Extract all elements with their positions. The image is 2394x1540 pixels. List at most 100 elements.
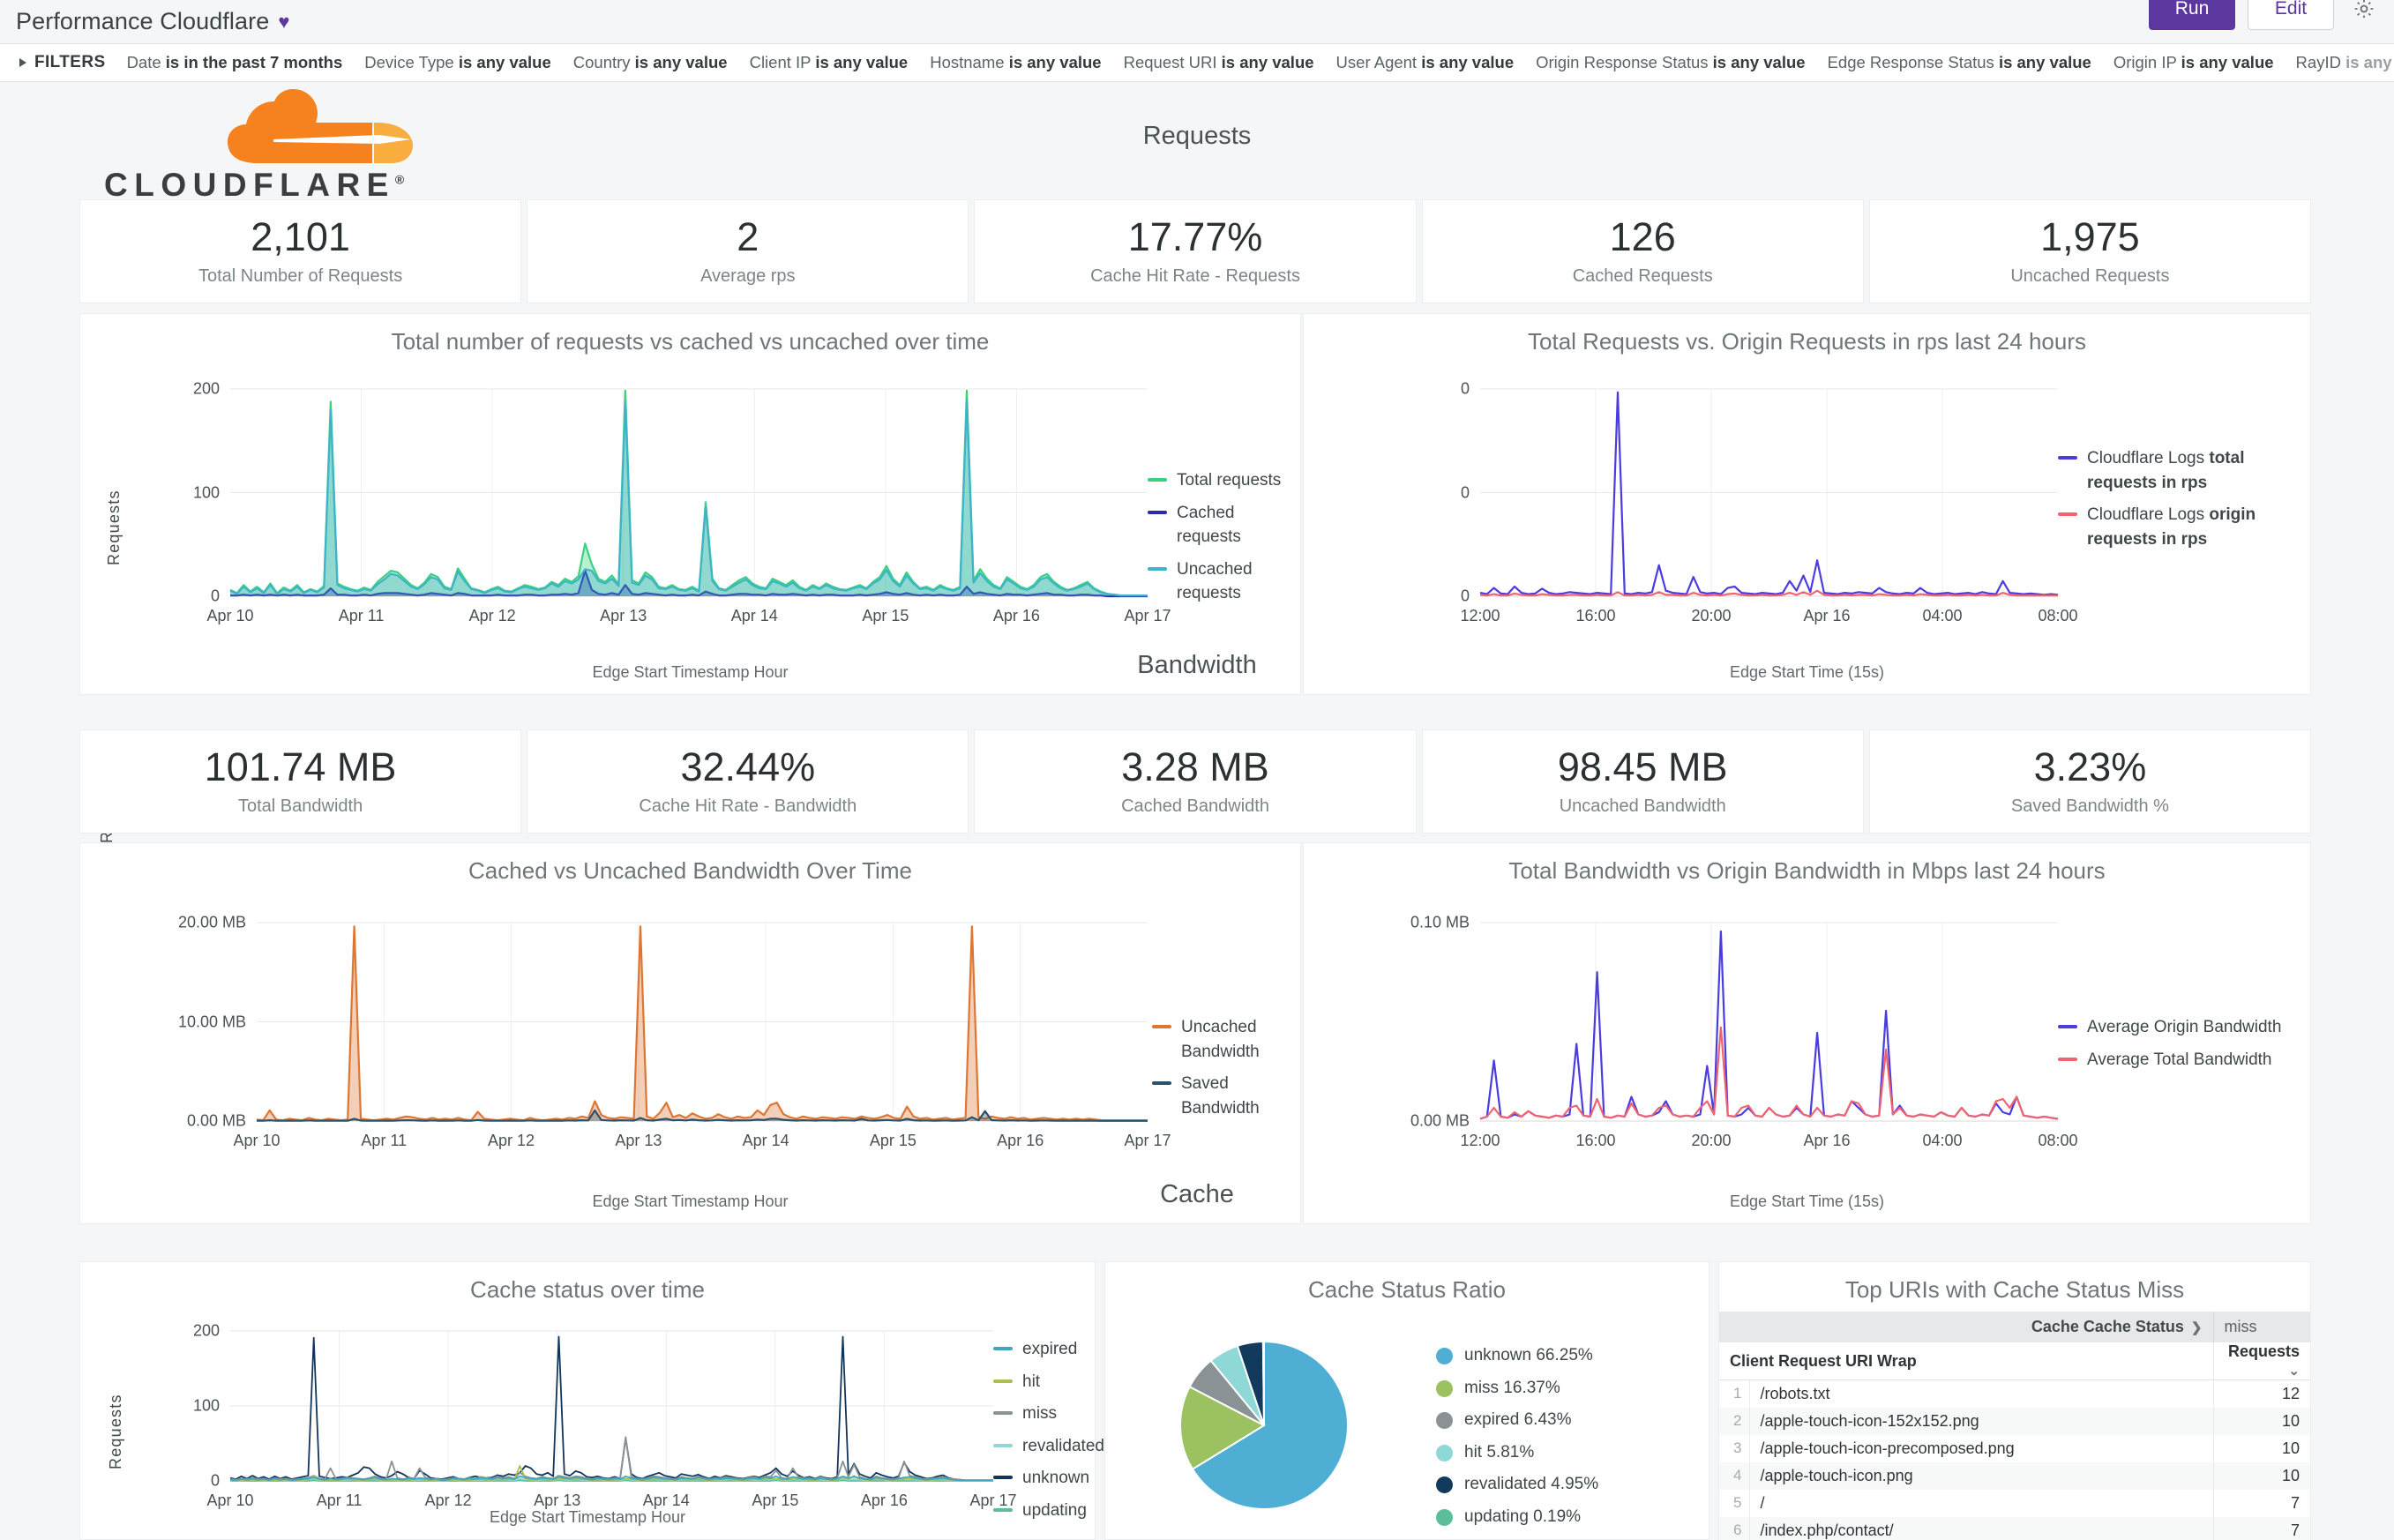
x-axis-tick: 20:00 [1691,1132,1732,1149]
table-row[interactable]: 5 / 7 [1719,1489,2310,1517]
legend-item[interactable]: revalidated 4.95% [1436,1472,1598,1497]
legend-item[interactable]: Uncached Bandwidth [1152,1015,1300,1064]
legend-item[interactable]: hit [993,1370,1104,1394]
kpi-label: Uncached Requests [2010,266,2170,287]
y-axis-tick: 0.10 MB [1410,913,1470,931]
table-row[interactable]: 1/robots.txt 12 [1719,1379,2310,1408]
column-header-requests[interactable]: Requests ⌄ [2213,1342,2310,1380]
column-header-uri[interactable]: Client Request URI Wrap [1719,1342,2214,1380]
cell-uri[interactable]: /index.php/contact/ [1760,1521,1894,1539]
pie-legend[interactable]: unknown 66.25% miss 16.37% expired 6.43% hi… [1436,1343,1598,1536]
legend-item[interactable]: updating [993,1499,1104,1523]
legend-item[interactable]: unknown [993,1466,1104,1491]
x-axis-tick: 08:00 [2038,607,2078,624]
legend-item[interactable]: Cloudflare Logs total requests in rps [2058,446,2294,495]
cell-uri[interactable]: / [1760,1493,1765,1512]
panel-top-uris: Top URIs with Cache Status Miss Cache Ca… [1718,1261,2311,1540]
legend-item[interactable]: Cached requests [1148,501,1300,549]
filter-rayid[interactable]: RayID is any valu… [2296,53,2394,72]
y-axis-tick: 200 [192,1321,220,1340]
filter-hostname[interactable]: Hostname is any value [930,53,1101,72]
filter-origin-response-status[interactable]: Origin Response Status is any value [1536,53,1805,72]
table-row[interactable]: 2/apple-touch-icon-152x152.png 10 [1719,1407,2310,1435]
y-axis-title: Requests [107,1394,124,1469]
row-number: 6 [1719,1516,1750,1540]
top-uris-table: Cache Cache Status ❯ miss Client Request … [1719,1312,2310,1540]
legend-label: updating 0.19% [1464,1506,1582,1526]
cell-uri[interactable]: /apple-touch-icon.png [1760,1466,1913,1484]
table-row[interactable]: 4/apple-touch-icon.png 10 [1719,1462,2310,1490]
filter-country[interactable]: Country is any value [573,53,728,72]
kpi-label: Total Number of Requests [198,266,403,287]
filter-field: Origin Response Status [1536,53,1709,71]
x-axis-tick: Apr 16 [1803,1132,1851,1149]
y-axis-tick: 0 [1460,379,1470,398]
x-axis-title: Edge Start Timestamp Hour [592,663,789,681]
legend-item[interactable]: Average Total Bandwidth [2058,1048,2281,1073]
kpi-label: Cached Requests [1572,266,1713,287]
run-button[interactable]: Run [2149,0,2235,30]
kpi-label: Cache Hit Rate - Requests [1090,266,1300,287]
legend-item[interactable]: miss 16.37% [1436,1376,1598,1401]
x-axis-tick: Apr 10 [206,607,254,624]
filter-date[interactable]: Date is in the past 7 months [127,53,343,72]
cell-uri[interactable]: /robots.txt [1760,1384,1830,1402]
legend-item[interactable]: expired 6.43% [1436,1408,1598,1432]
legend-label: expired 6.43% [1464,1410,1572,1430]
filter-user-agent[interactable]: User Agent is any value [1336,53,1515,72]
legend-swatch [993,1443,1013,1447]
table-row[interactable]: 6/index.php/contact/7 [1719,1516,2310,1540]
row-number: 2 [1719,1407,1750,1435]
filter-device-type[interactable]: Device Type is any value [364,53,551,72]
favorite-heart-icon[interactable]: ♥ [278,10,290,33]
legend-item[interactable]: hit 5.81% [1436,1440,1598,1465]
legend-label: unknown [1022,1469,1090,1488]
legend-item[interactable]: unknown 66.25% [1436,1343,1598,1368]
chart-title: Total Bandwidth vs Origin Bandwidth in M… [1508,857,2106,884]
legend-item[interactable]: Average Origin Bandwidth [2058,1015,2281,1040]
filter-edge-response-status[interactable]: Edge Response Status is any value [1828,53,2091,72]
kpi-total-bandwidth: 101.74 MB Total Bandwidth [79,729,522,834]
group-header-cell[interactable]: Cache Cache Status ❯ [1719,1312,2214,1342]
chevron-right-icon [19,58,26,67]
filters-toggle[interactable]: FILTERS [19,53,106,72]
chart-legend[interactable]: Total requests Cached requests Uncached re… [1148,468,1300,614]
chart-legend[interactable]: Cloudflare Logs total requests in rps Clo… [2058,446,2294,559]
cell-uri[interactable]: /apple-touch-icon-precomposed.png [1760,1439,2015,1457]
legend-item[interactable]: Total requests [1148,468,1300,493]
cell-uri[interactable]: /apple-touch-icon-152x152.png [1760,1411,1979,1430]
legend-item[interactable]: expired [993,1337,1104,1362]
legend-item[interactable]: miss [993,1402,1104,1426]
legend-item[interactable]: updating 0.19% [1436,1505,1598,1529]
gear-icon[interactable] [2346,0,2382,26]
chart-legend[interactable]: Average Origin Bandwidth Average Total Ba… [2058,1015,2281,1080]
x-axis-tick: Apr 14 [730,607,778,624]
chart-legend[interactable]: Uncached Bandwidth Saved Bandwidth [1152,1015,1300,1128]
cloudflare-cloud-icon [228,89,413,163]
edit-button[interactable]: Edit [2248,0,2334,30]
chart-plot-area [229,388,1148,598]
y-axis-tick: 10.00 MB [177,1013,246,1030]
legend-swatch [2058,512,2077,517]
kpi-cache-hit-rate-requests: 17.77% Cache Hit Rate - Requests [974,199,1417,303]
requests-kpi-row: 2,101 Total Number of Requests 2 Average… [79,199,2312,303]
filter-request-uri[interactable]: Request URI is any value [1124,53,1314,72]
legend-item[interactable]: Cloudflare Logs origin requests in rps [2058,503,2294,551]
legend-swatch [1148,510,1167,514]
panel-requests-vs-origin-rps: Total Requests vs. Origin Requests in rp… [1303,313,2311,830]
legend-item[interactable]: Uncached requests [1148,557,1300,606]
chart-legend[interactable]: expired hit miss revalidated unknown updating [993,1337,1104,1530]
x-axis-tick: 08:00 [2038,1132,2078,1149]
filter-client-ip[interactable]: Client IP is any value [750,53,909,72]
y-axis-tick: 0.00 MB [1410,1111,1470,1130]
legend-item[interactable]: Saved Bandwidth [1152,1072,1300,1120]
filter-origin-ip[interactable]: Origin IP is any value [2113,53,2274,72]
legend-item[interactable]: revalidated [993,1434,1104,1459]
legend-label: hit 5.81% [1464,1442,1535,1462]
kpi-cache-hit-rate-bandwidth: 32.44% Cache Hit Rate - Bandwidth [527,729,969,834]
section-title-bandwidth: Bandwidth [1137,651,1257,679]
filter-value: is any value [458,53,551,71]
table-row[interactable]: 3/apple-touch-icon-precomposed.png 10 [1719,1434,2310,1462]
panel-cache-status-over-time: Cache status over time Edge Start Timest… [79,1261,1104,1540]
